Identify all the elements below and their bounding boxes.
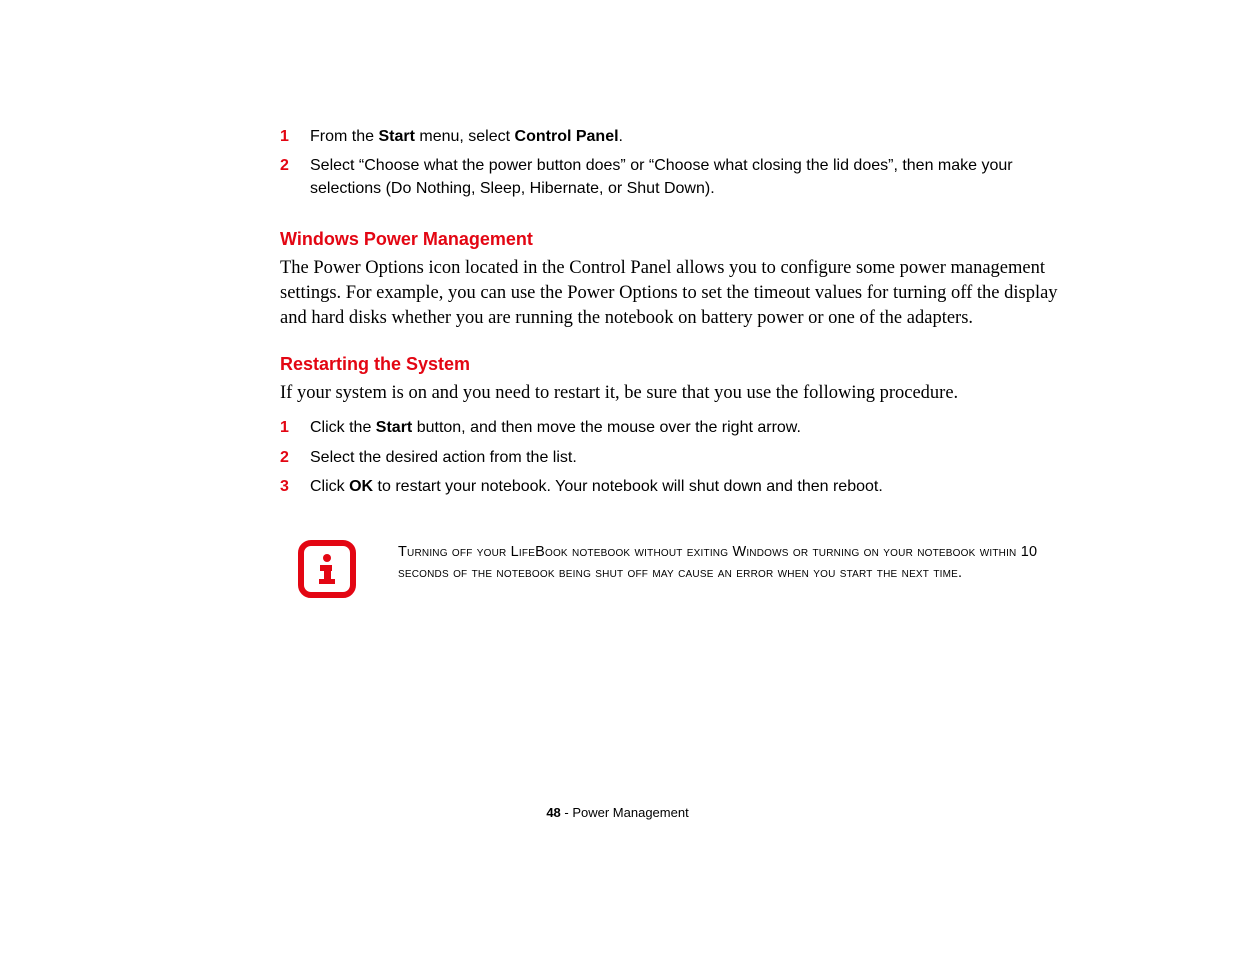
text-run: Click the [310, 419, 376, 436]
section-heading-restarting: Restarting the System [280, 354, 1070, 375]
text-run: button, and then move the mouse over the… [412, 419, 801, 436]
step-item: 1 From the Start menu, select Control Pa… [280, 125, 1070, 148]
page-footer: 48 - Power Management [0, 805, 1235, 820]
step-number: 2 [280, 446, 289, 469]
step-item: 2 Select “Choose what the power button d… [280, 154, 1070, 200]
document-page: 1 From the Start menu, select Control Pa… [0, 0, 1235, 954]
text-run: Click [310, 478, 349, 495]
text-run: . [619, 128, 623, 145]
text-run: menu, select [415, 128, 515, 145]
step-number: 1 [280, 416, 289, 439]
step-text: Select the desired action from the list. [310, 449, 577, 466]
footer-sep: - [561, 805, 573, 820]
step-number: 3 [280, 475, 289, 498]
info-callout: Turning off your LifeBook notebook witho… [280, 540, 1070, 598]
text-run: From the [310, 128, 378, 145]
step-item: 2 Select the desired action from the lis… [280, 446, 1070, 469]
step-number: 1 [280, 125, 289, 148]
step-text: From the Start menu, select Control Pane… [310, 128, 623, 145]
section-heading-power-mgmt: Windows Power Management [280, 229, 1070, 250]
step-number: 2 [280, 154, 289, 177]
content-area: 1 From the Start menu, select Control Pa… [280, 125, 1070, 598]
steps-list-2: 1 Click the Start button, and then move … [280, 416, 1070, 498]
body-paragraph: If your system is on and you need to res… [280, 381, 1070, 406]
text-bold: Start [378, 128, 414, 145]
steps-list-1: 1 From the Start menu, select Control Pa… [280, 125, 1070, 201]
step-text: Select “Choose what the power button doe… [310, 157, 1013, 197]
step-item: 1 Click the Start button, and then move … [280, 416, 1070, 439]
text-bold: Start [376, 419, 412, 436]
body-paragraph: The Power Options icon located in the Co… [280, 256, 1070, 331]
step-text: Click OK to restart your notebook. Your … [310, 478, 883, 495]
callout-text: Turning off your LifeBook notebook witho… [398, 540, 1070, 584]
step-item: 3 Click OK to restart your notebook. You… [280, 475, 1070, 498]
step-text: Click the Start button, and then move th… [310, 419, 801, 436]
text-bold: Control Panel [515, 128, 619, 145]
text-run: to restart your notebook. Your notebook … [373, 478, 883, 495]
text-bold: OK [349, 478, 373, 495]
footer-title: Power Management [572, 805, 688, 820]
info-icon [298, 540, 356, 598]
page-number: 48 [546, 805, 560, 820]
